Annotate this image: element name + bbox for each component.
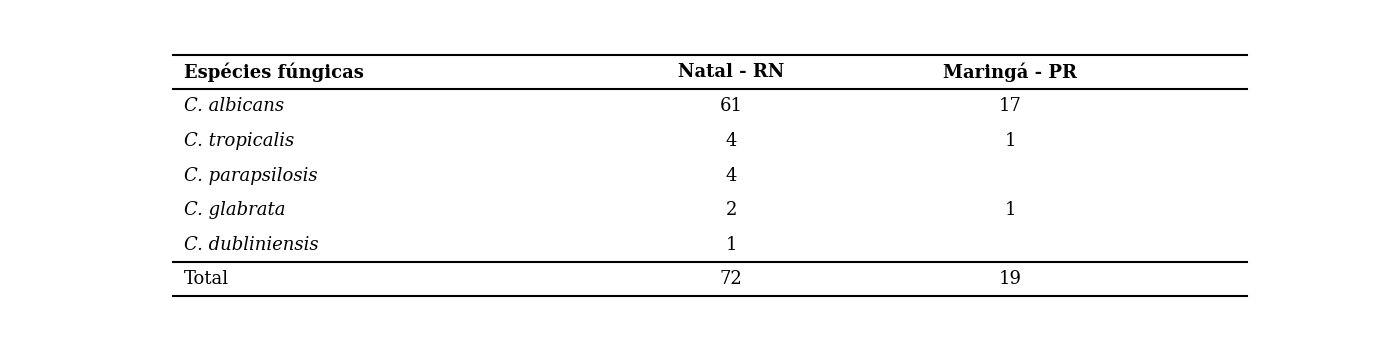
Text: Espécies fúngicas: Espécies fúngicas (184, 62, 364, 82)
Text: Maringá - PR: Maringá - PR (943, 62, 1078, 82)
Text: C. parapsilosis: C. parapsilosis (184, 167, 317, 185)
Text: Total: Total (184, 270, 229, 288)
Text: 1: 1 (726, 236, 737, 254)
Text: C. dubliniensis: C. dubliniensis (184, 236, 319, 254)
Text: C. tropicalis: C. tropicalis (184, 132, 294, 150)
Text: 1: 1 (1004, 201, 1017, 219)
Text: 1: 1 (1004, 132, 1017, 150)
Text: 4: 4 (726, 167, 737, 185)
Text: 61: 61 (720, 98, 742, 116)
Text: 19: 19 (999, 270, 1022, 288)
Text: 4: 4 (726, 132, 737, 150)
Text: 72: 72 (720, 270, 742, 288)
Text: C. albicans: C. albicans (184, 98, 284, 116)
Text: 2: 2 (726, 201, 737, 219)
Text: Natal - RN: Natal - RN (679, 63, 784, 81)
Text: 17: 17 (999, 98, 1022, 116)
Text: C. glabrata: C. glabrata (184, 201, 285, 219)
